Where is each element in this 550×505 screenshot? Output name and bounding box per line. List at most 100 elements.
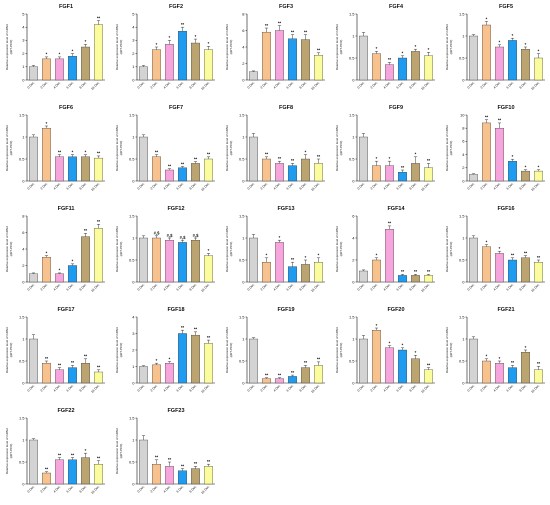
bar-8-dec [411, 51, 420, 81]
y-axis-label-unit: (qRT-PCR) [119, 444, 123, 459]
x-tick-label: 0 Dec [136, 384, 145, 393]
x-tick-label: 2 Dec [149, 283, 158, 292]
x-tick-label: 4 Dec [492, 283, 501, 292]
bar-4-dec [55, 273, 64, 283]
chart-title: FGF10 [497, 105, 514, 111]
y-axis-label: Relative expression level of mRNA [5, 327, 9, 373]
y-tick-label: 1.5 [129, 415, 135, 420]
x-tick-label: 2 Dec [39, 485, 48, 494]
chart-panel-fgf23: FGF23 Relative expression level of mRNA (q… [110, 404, 220, 505]
significance-mark: ** [414, 269, 418, 274]
bar-6-dec [508, 161, 517, 182]
x-tick-label: 16 Dec [90, 283, 100, 293]
bar-2-dec [152, 237, 161, 283]
y-axis-label: Relative expression level of mRNA [445, 226, 449, 272]
chart-title: FGF12 [167, 206, 184, 212]
significance-mark: ** [58, 149, 62, 154]
bar-6-dec [178, 333, 187, 384]
chart-panel-fgf4: FGF4 Relative expression level of mRNA (qR… [330, 0, 440, 101]
x-tick-label: 4 Dec [382, 384, 391, 393]
y-tick-label: 1 [132, 64, 135, 69]
bar-6-dec [508, 259, 517, 283]
bar-0-dec [139, 66, 148, 81]
significance-mark: ** [511, 253, 515, 258]
bar-16-dec [204, 255, 213, 283]
x-tick-label: 6 Dec [505, 182, 514, 191]
significance-mark: ** [317, 357, 321, 362]
x-tick-label: 16 Dec [90, 485, 100, 495]
y-tick-label: 0 [242, 279, 245, 284]
x-tick-label: 16 Dec [200, 182, 210, 192]
x-tick-label: 6 Dec [395, 182, 404, 191]
bar-6-dec [508, 367, 517, 384]
significance-mark: * [72, 259, 74, 264]
x-tick-label: 8 Dec [78, 384, 87, 393]
y-tick-label: 1 [242, 235, 245, 240]
y-tick-label: 0 [132, 178, 135, 183]
x-tick-label: 0 Dec [466, 81, 475, 90]
y-axis-label: Relative expression level of mRNA [225, 327, 229, 373]
significance-mark: ** [291, 29, 295, 34]
x-tick-label: 6 Dec [505, 384, 514, 393]
x-tick-label: 4 Dec [492, 182, 501, 191]
bar-16-dec [424, 275, 433, 283]
significance-mark: ** [278, 156, 282, 161]
x-tick-label: 4 Dec [272, 182, 281, 191]
y-tick-label: 1 [22, 134, 25, 139]
y-tick-label: 3 [132, 38, 135, 43]
chart-panel-fgf17: FGF17 Relative expression level of mRNA (q… [0, 303, 110, 404]
bar-8-dec [411, 275, 420, 283]
y-tick-label: 3 [132, 331, 135, 336]
bar-0-dec [29, 273, 38, 283]
x-tick-label: 8 Dec [518, 384, 527, 393]
x-tick-label: 8 Dec [188, 182, 197, 191]
bar-8-dec [191, 240, 200, 283]
chart-title: FGF8 [279, 105, 293, 111]
y-axis-label-unit: (qRT-PCR) [9, 40, 13, 55]
significance-mark: ** [291, 257, 295, 262]
chart-title: FGF14 [387, 206, 405, 212]
x-tick-label: 16 Dec [420, 283, 430, 293]
x-tick-label: 4 Dec [492, 81, 501, 90]
bar-0-dec [29, 66, 38, 81]
y-tick-label: 2 [132, 347, 135, 352]
chart-svg: FGF4 Relative expression level of mRNA (qR… [335, 4, 435, 91]
bar-4-dec [165, 169, 174, 182]
y-tick-label: 1 [132, 364, 135, 369]
x-tick-label: 16 Dec [200, 384, 210, 394]
significance-mark: * [305, 149, 307, 154]
y-tick-label: 1 [352, 134, 355, 139]
bar-16-dec [94, 157, 103, 182]
chart-panel-fgf13: FGF13 Relative expression level of mRNA (q… [220, 202, 330, 303]
significance-mark: ** [155, 455, 159, 460]
y-tick-label: 1.5 [459, 11, 465, 16]
bar-16-dec [534, 57, 543, 81]
x-tick-label: 6 Dec [505, 283, 514, 292]
x-tick-label: 0 Dec [136, 283, 145, 292]
x-tick-label: 8 Dec [188, 485, 197, 494]
significance-mark: ** [194, 156, 198, 161]
y-tick-label: 2 [352, 257, 355, 262]
bar-0-dec [359, 136, 368, 182]
y-axis-label-unit: (qRT-PCR) [9, 242, 13, 257]
y-axis-label-unit: (qRT-PCR) [229, 242, 233, 257]
chart-panel-fgf3: FGF3 Relative expression level of mRNA (qR… [220, 0, 330, 101]
bar-2-dec [262, 31, 271, 81]
x-tick-label: 6 Dec [65, 283, 74, 292]
significance-mark: ** [45, 356, 49, 361]
significance-mark: * [428, 47, 430, 52]
bar-6-dec [288, 38, 297, 81]
bar-8-dec [191, 163, 200, 182]
bar-8-dec [191, 334, 200, 384]
bar-4-dec [385, 64, 394, 81]
significance-mark: * [305, 255, 307, 260]
significance-mark: ** [97, 365, 101, 370]
y-tick-label: 0.5 [129, 156, 135, 161]
bar-6-dec [178, 242, 187, 283]
y-tick-label: 1.5 [129, 112, 135, 117]
bar-4-dec [275, 242, 284, 283]
significance-mark: * [525, 42, 527, 47]
x-tick-label: 4 Dec [492, 384, 501, 393]
significance-mark: ** [181, 463, 185, 468]
